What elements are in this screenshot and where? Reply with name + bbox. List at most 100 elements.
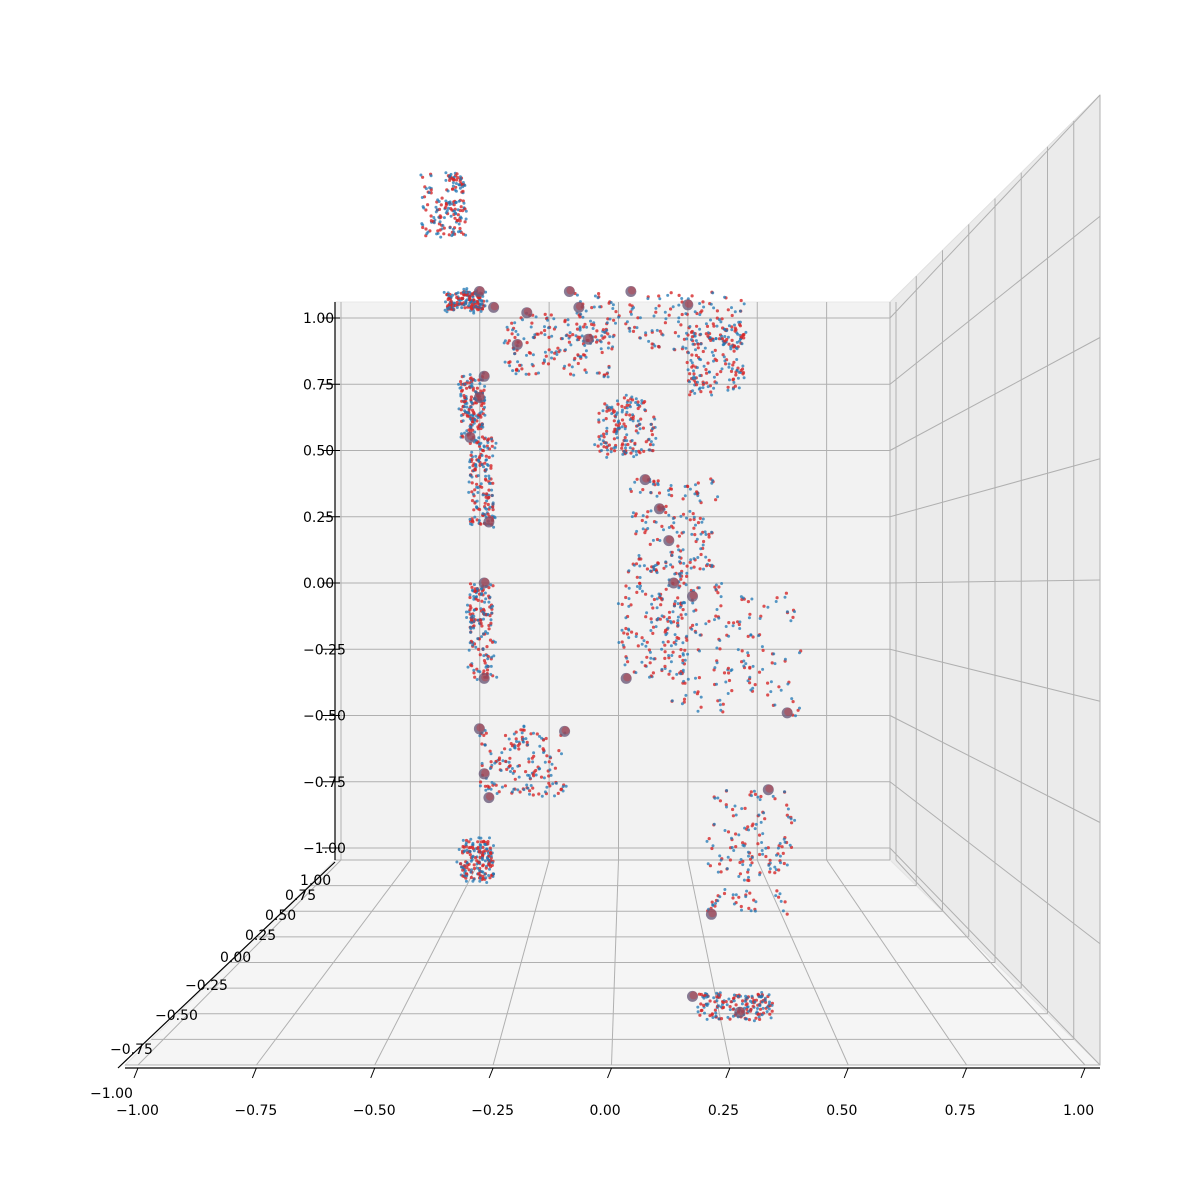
point-a-439 — [713, 348, 717, 352]
point-a-1112 — [503, 747, 507, 751]
point-b-423 — [691, 389, 695, 393]
point-b-736 — [675, 530, 679, 534]
point-a-1065 — [480, 599, 484, 603]
point-a-513 — [639, 417, 643, 421]
point-a-1391 — [487, 862, 491, 866]
point-b-943 — [746, 651, 750, 655]
point-a-324 — [624, 322, 628, 326]
point-a-1414 — [465, 866, 469, 870]
point-a-372 — [699, 390, 703, 394]
point-a-1243 — [737, 895, 741, 899]
point-b-825 — [644, 644, 648, 648]
point-a-795 — [645, 515, 649, 519]
point-a-262 — [576, 353, 580, 357]
point-b-1270 — [768, 1000, 771, 1004]
point-b-942 — [699, 695, 703, 699]
point-b-1217 — [741, 843, 745, 847]
point-b-400 — [707, 370, 711, 374]
point-b-722 — [641, 527, 645, 531]
joint-22 — [668, 577, 680, 589]
joint-halo-12 — [485, 517, 494, 525]
point-b-23 — [437, 200, 441, 203]
point-a-1237 — [781, 851, 785, 856]
point-b-1298 — [714, 1011, 718, 1015]
point-b-615 — [473, 418, 477, 422]
point-b-1125 — [478, 734, 482, 738]
point-a-796 — [664, 504, 668, 508]
joint-halo-21 — [665, 535, 674, 544]
point-a-690 — [475, 482, 479, 486]
point-b-331 — [733, 310, 737, 314]
point-b-669 — [485, 463, 489, 466]
point-a-210 — [595, 340, 599, 344]
point-b-324 — [625, 320, 629, 324]
point-b-892 — [634, 671, 638, 675]
point-b-380 — [729, 345, 733, 349]
point-b-488 — [634, 397, 638, 401]
point-a-168 — [469, 306, 473, 310]
point-a-742 — [629, 489, 633, 493]
point-a-1284 — [754, 1016, 758, 1020]
point-a-590 — [475, 386, 479, 390]
point-a-493 — [612, 430, 616, 434]
point-b-1399 — [464, 879, 468, 883]
point-a-1190 — [746, 825, 750, 829]
point-b-909 — [779, 688, 783, 692]
point-b-229 — [513, 321, 517, 325]
point-b-696 — [476, 474, 480, 478]
point-b-374 — [698, 386, 702, 390]
point-b-1018 — [475, 595, 478, 599]
point-b-141 — [473, 300, 477, 304]
point-b-1415 — [464, 843, 468, 847]
point-a-1252 — [707, 837, 711, 841]
point-b-539 — [638, 422, 642, 426]
point-a-399 — [705, 381, 709, 385]
point-a-779 — [688, 518, 692, 522]
point-a-971 — [697, 676, 702, 680]
point-b-524 — [650, 427, 654, 431]
point-b-1204 — [716, 796, 720, 800]
x-tick-mark-7 — [962, 1067, 968, 1079]
point-b-817 — [638, 587, 642, 590]
point-a-778 — [696, 521, 701, 525]
point-b-511 — [625, 401, 629, 404]
point-a-1046 — [487, 627, 491, 631]
point-b-625 — [470, 401, 474, 405]
point-b-1257 — [774, 894, 778, 898]
point-b-774 — [701, 543, 705, 547]
point-b-717 — [490, 494, 494, 497]
point-b-1284 — [752, 1019, 756, 1023]
point-b-1292 — [767, 993, 771, 997]
point-a-868 — [645, 655, 649, 659]
point-b-266 — [569, 343, 573, 347]
point-b-525 — [602, 418, 606, 422]
joint-5 — [682, 299, 694, 311]
point-a-782 — [686, 484, 690, 489]
joint-halo-7 — [585, 334, 594, 343]
point-a-386 — [741, 372, 745, 376]
point-a-455 — [622, 422, 626, 426]
point-a-1371 — [476, 840, 480, 844]
point-b-1262 — [718, 991, 722, 995]
point-a-1346 — [710, 1012, 715, 1016]
point-a-412 — [709, 338, 713, 342]
point-b-1129 — [483, 743, 487, 747]
grid-right-z-5 — [889, 458, 1101, 518]
point-a-762 — [670, 550, 674, 554]
point-b-1238 — [781, 909, 785, 913]
point-b-88 — [459, 215, 462, 219]
point-b-1051 — [490, 611, 494, 615]
point-a-854 — [672, 620, 676, 624]
point-a-965 — [722, 671, 727, 675]
y-tick-label-5: 0.25 — [245, 928, 276, 944]
point-b-326 — [727, 324, 731, 328]
point-b-776 — [667, 513, 671, 517]
point-b-1072 — [482, 617, 485, 621]
x-tick-mark-6 — [843, 1067, 849, 1079]
point-a-964 — [748, 665, 752, 670]
joint-15 — [473, 723, 485, 735]
point-a-1261 — [713, 1008, 718, 1012]
point-a-1113 — [518, 790, 522, 794]
point-a-958 — [784, 591, 789, 595]
point-b-917 — [684, 693, 688, 697]
